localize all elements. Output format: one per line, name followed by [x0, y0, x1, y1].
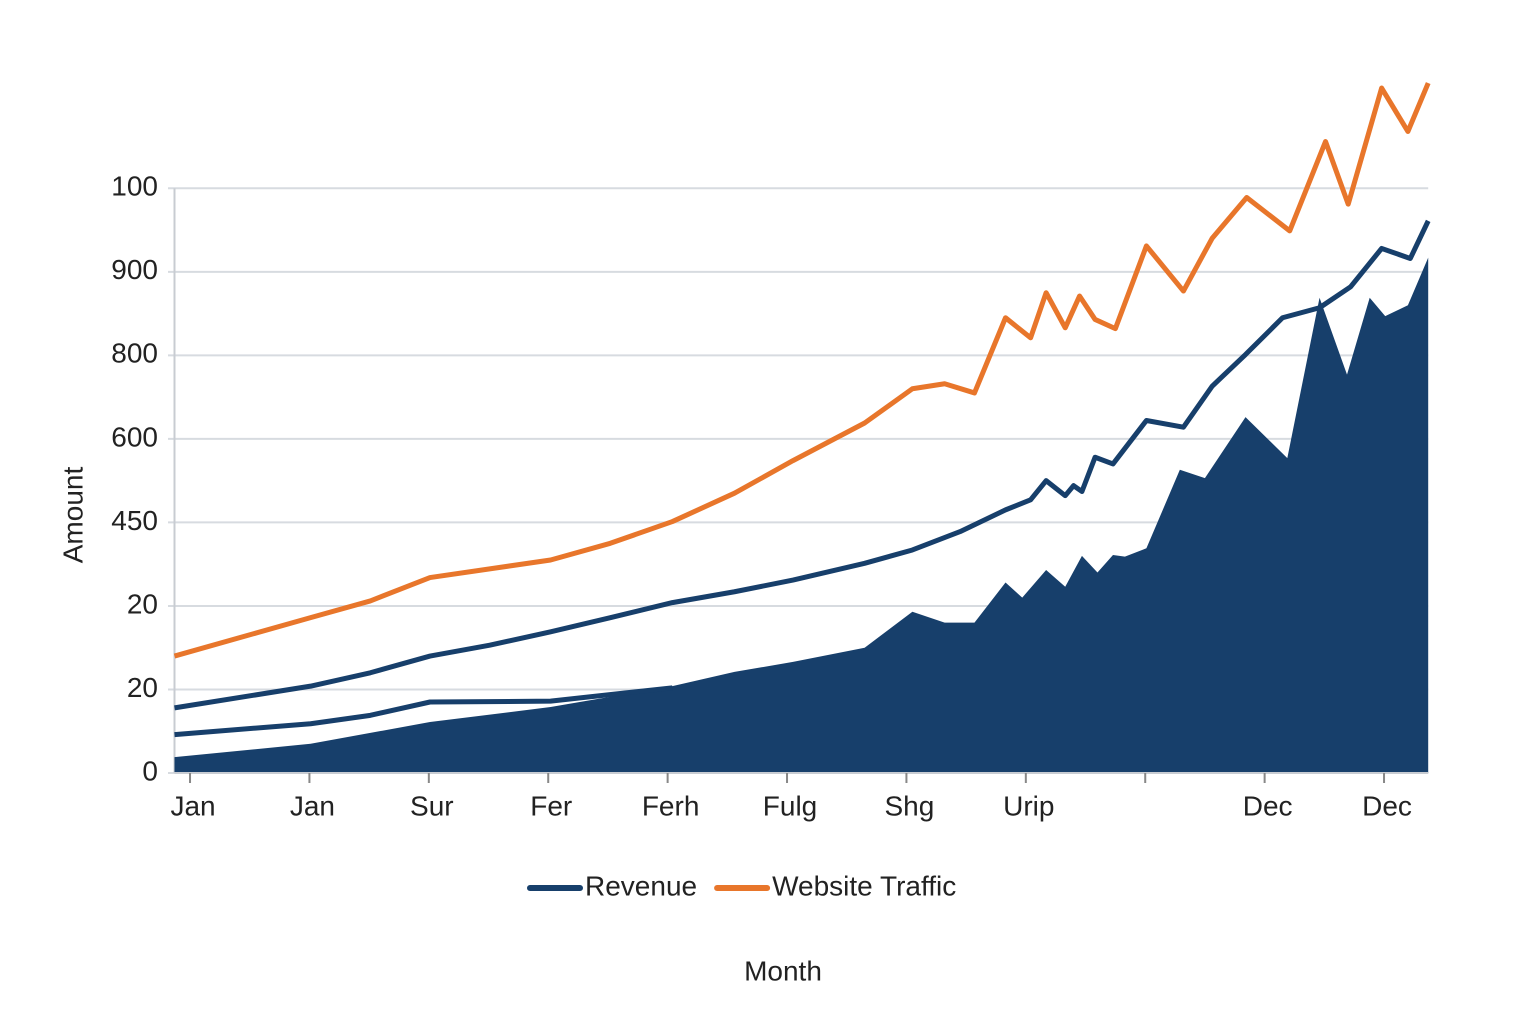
line	[173, 82, 1431, 659]
x-tick-label: Urip	[1003, 790, 1054, 821]
y-tick-label: 20	[127, 588, 158, 619]
x-tick-label: Dec	[1362, 790, 1412, 821]
y-tick-label: 600	[111, 421, 158, 452]
y-tick-label: 900	[111, 254, 158, 285]
x-tick-label: Fulg	[763, 790, 817, 821]
x-tick-label: Ferh	[642, 790, 700, 821]
x-tick-label: Shg	[885, 790, 935, 821]
y-tick-label: 800	[111, 338, 158, 369]
line	[174, 219, 1431, 711]
x-tick-label: Jan	[170, 790, 215, 821]
legend-label: Revenue	[585, 870, 697, 901]
y-tick-label: 0	[142, 755, 158, 786]
area	[174, 257, 1429, 773]
y-tick-label: 20	[127, 672, 158, 703]
y-tick-label: 100	[111, 171, 158, 202]
x-tick-label: Jan	[290, 790, 335, 821]
line	[174, 685, 673, 738]
y-tick-label: 450	[111, 505, 158, 536]
x-tick-label: Fer	[530, 790, 572, 821]
x-tick-label: Dec	[1243, 790, 1293, 821]
legend-label: Website Traffic	[772, 870, 956, 901]
x-axis-label: Month	[744, 955, 822, 986]
x-tick-label: Sur	[410, 790, 454, 821]
y-axis-label: Amount	[57, 467, 88, 564]
